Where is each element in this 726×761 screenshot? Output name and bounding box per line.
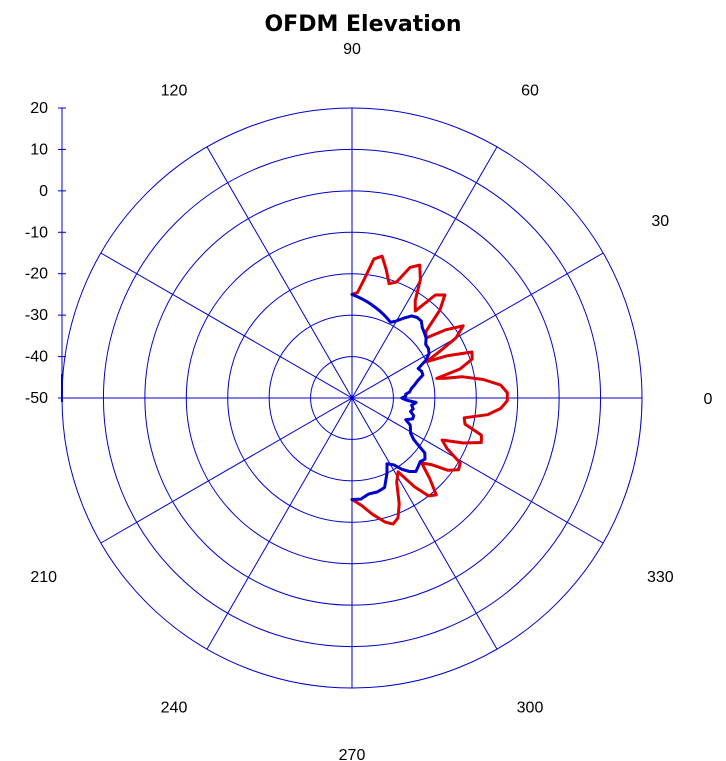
radial-tick-label: -30: [25, 307, 48, 324]
series-line-2: [350, 292, 431, 501]
grid-spoke: [100, 252, 604, 544]
angular-tick-label: 210: [30, 569, 57, 586]
radial-tick-label: 10: [30, 141, 48, 158]
angular-tick-label: 240: [161, 699, 188, 716]
angular-gridlines: [62, 108, 642, 688]
angular-tick-labels: 0 30 60 90 120 210 240 270 300 330: [30, 41, 712, 761]
angular-tick-label: 60: [521, 83, 539, 100]
angular-tick-label: 270: [339, 747, 366, 761]
angular-tick-label: 330: [647, 569, 674, 586]
radial-tick-label: 20: [30, 100, 48, 117]
series-line-1: [350, 254, 509, 526]
radial-axis: 20 10 0 -10 -20 -30 -40 -50: [25, 100, 66, 407]
angular-tick-label: 90: [343, 41, 361, 58]
radial-tick-label: -10: [25, 224, 48, 241]
radial-tick-label: -20: [25, 266, 48, 283]
radial-tick-label: -40: [25, 349, 48, 366]
radial-tick-label: -50: [25, 390, 48, 407]
data-series: [350, 254, 509, 526]
angular-tick-label: 300: [517, 699, 544, 716]
angular-tick-label: 120: [161, 83, 188, 100]
radial-tick-label: 0: [39, 183, 48, 200]
chart-title: OFDM Elevation: [264, 12, 462, 37]
angular-tick-label: 0: [704, 391, 713, 408]
angular-tick-label: 30: [651, 213, 669, 230]
